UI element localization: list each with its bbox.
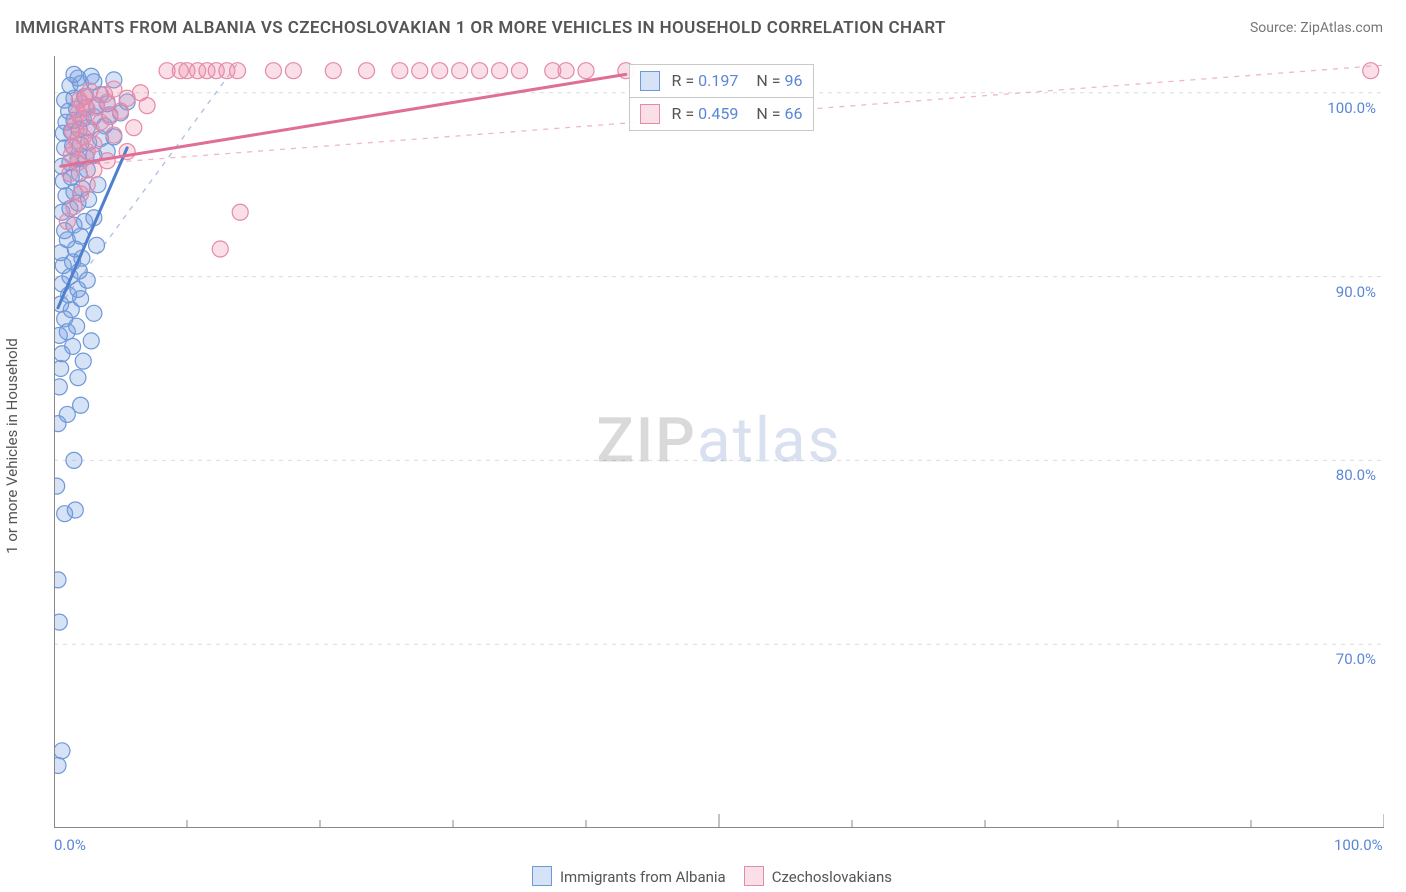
y-axis-label: 1 or more Vehicles in Household <box>3 338 21 554</box>
y-tick-label: 100.0% <box>1327 99 1376 117</box>
y-tick-label: 90.0% <box>1336 283 1376 301</box>
y-tick-label: 80.0% <box>1336 466 1376 484</box>
stats-row-czech: R = 0.459N = 66 <box>629 97 814 131</box>
source-attribution: Source: ZipAtlas.com <box>1250 20 1383 36</box>
chart-area: ZIPatlas 0.0%100.0%70.0%80.0%90.0%100.0%… <box>54 56 1384 828</box>
legend-label: Czechoslovakians <box>772 868 892 886</box>
chart-title: IMMIGRANTS FROM ALBANIA VS CZECHOSLOVAKI… <box>15 18 946 38</box>
stats-row-albania: R = 0.197N = 96 <box>629 64 814 98</box>
svg-text:ZIPatlas: ZIPatlas <box>596 404 841 477</box>
legend-swatch-icon <box>532 866 552 886</box>
bottom-legend: Immigrants from Albania Czechoslovakians <box>0 866 1406 886</box>
x-tick-label: 0.0% <box>54 836 86 854</box>
legend-swatch-icon <box>640 71 660 91</box>
legend-label: Immigrants from Albania <box>560 868 726 886</box>
legend-swatch-icon <box>640 104 660 124</box>
source-prefix: Source: <box>1250 20 1300 36</box>
x-tick-label: 100.0% <box>1334 836 1383 854</box>
y-tick-label: 70.0% <box>1336 650 1376 668</box>
correlation-stats-box: R = 0.197N = 96R = 0.459N = 66 <box>629 64 814 131</box>
scatter-plot-svg: ZIPatlas <box>54 56 1384 828</box>
legend-swatch-icon <box>744 866 764 886</box>
source-value: ZipAtlas.com <box>1300 20 1383 36</box>
